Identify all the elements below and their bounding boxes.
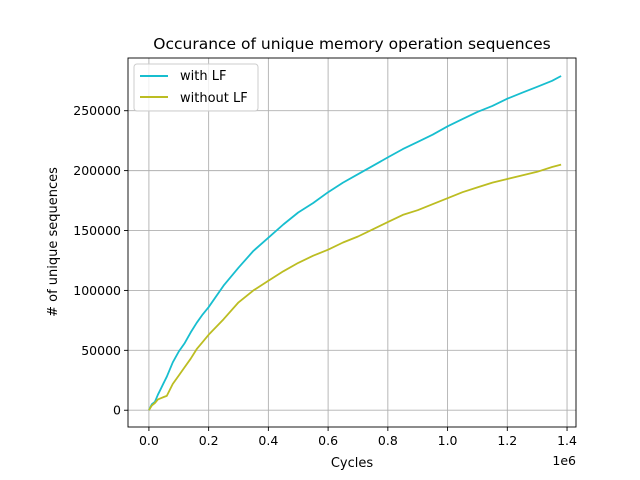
x-tick-label: 1.0 — [438, 433, 458, 448]
x-tick-label: 1.2 — [497, 433, 517, 448]
x-offset-label: 1e6 — [552, 453, 576, 468]
x-tick-label: 0.4 — [258, 433, 278, 448]
chart-title: Occurance of unique memory operation seq… — [153, 35, 551, 53]
legend-label-without-lf: without LF — [180, 91, 248, 106]
x-tick-label: 0.2 — [199, 433, 219, 448]
plot-area — [128, 58, 576, 427]
x-tick-label: 0.6 — [318, 433, 338, 448]
legend-label-with-lf: with LF — [180, 69, 226, 84]
y-tick-label: 250000 — [73, 103, 121, 118]
y-tick-label: 100000 — [73, 283, 121, 298]
x-tick-label: 1.4 — [557, 433, 577, 448]
y-tick-label: 150000 — [73, 223, 121, 238]
legend: with LF without LF — [133, 63, 259, 112]
y-axis: 0 50000 100000 150000 200000 250000 — [73, 103, 128, 418]
x-tick-label: 0.8 — [378, 433, 398, 448]
grid — [128, 58, 576, 427]
plot-frame — [127, 57, 577, 428]
y-tick-label: 200000 — [73, 163, 121, 178]
y-tick-label: 0 — [113, 403, 121, 418]
x-axis: 0.0 0.2 0.4 0.6 0.8 1.0 1.2 1.4 — [139, 427, 577, 448]
series-line-with-lf — [148, 75, 562, 411]
x-axis-label: Cycles — [331, 456, 374, 471]
x-tick-label: 0.0 — [139, 433, 159, 448]
series-line-without-lf — [148, 163, 562, 411]
y-axis-label: # of unique sequences — [46, 167, 61, 317]
y-tick-label: 50000 — [81, 343, 121, 358]
series-layer — [148, 75, 562, 411]
